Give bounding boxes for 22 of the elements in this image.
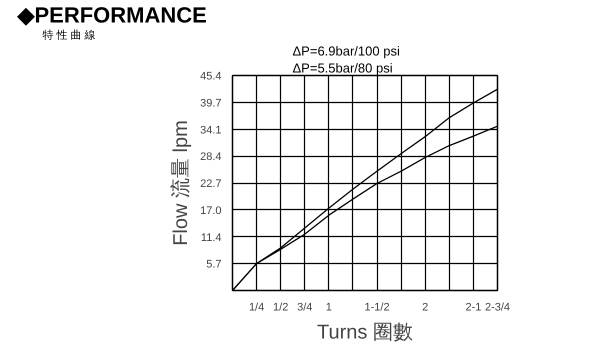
y-tick-label: 11.4 xyxy=(200,232,222,244)
y-tick-label: 45.4 xyxy=(200,70,222,82)
text: ΔP=5.5bar/80 psi xyxy=(292,60,393,76)
chart-title: ◆PERFORMANCE xyxy=(16,2,207,28)
text: 特 性 曲 線 xyxy=(42,28,96,42)
x-tick-label: 3/4 xyxy=(297,302,312,314)
y-tick-label: 22.7 xyxy=(200,178,222,190)
x-tick-label: 2-3/4 xyxy=(484,302,510,314)
x-tick-label: 1/4 xyxy=(248,302,264,314)
x-axis-title: Turns 圈數 xyxy=(317,322,413,344)
text: ΔP=6.9bar/100 psi xyxy=(292,44,400,58)
x-tick-label: 1/2 xyxy=(273,302,288,314)
x-tick-label: 2 xyxy=(422,302,428,314)
y-tick-label: 39.7 xyxy=(200,97,222,110)
y-axis-title: Flow 流量 lpm xyxy=(170,120,192,246)
y-tick-label: 34.1 xyxy=(200,124,222,136)
x-tick-label: 1-1/2 xyxy=(364,302,390,314)
x-tick-label: 1 xyxy=(326,302,332,314)
y-tick-label: 28.4 xyxy=(200,151,222,164)
x-tick-label: 2-1 xyxy=(465,302,482,314)
y-tick-label: 17.0 xyxy=(200,204,222,217)
y-tick-label: 5.7 xyxy=(206,258,222,271)
